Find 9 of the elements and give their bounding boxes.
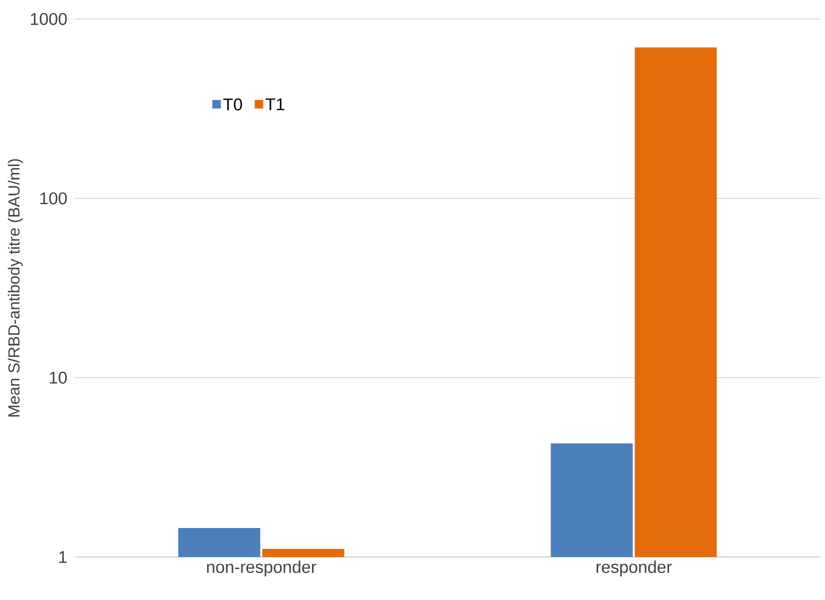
x-tick-label: responder: [596, 560, 672, 576]
y-tick-label: 1: [59, 551, 67, 563]
y-tick-label: 1000: [30, 12, 67, 26]
x-tick-label: non-responder: [207, 560, 316, 576]
legend-label: T1: [266, 98, 284, 110]
legend-label: T0: [223, 98, 242, 110]
y-tick-label: 100: [40, 192, 67, 204]
y-axis-title: Mean S/RBD-antibody titre (BAU/ml): [8, 159, 23, 416]
y-tick-label: 10: [50, 372, 67, 384]
